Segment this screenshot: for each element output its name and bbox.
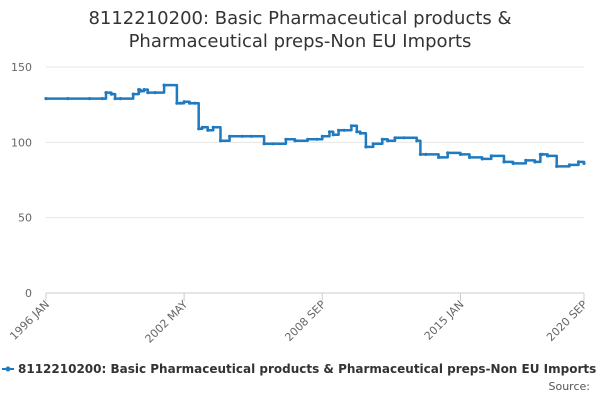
data-point[interactable] — [446, 151, 450, 155]
data-point[interactable] — [415, 139, 419, 143]
legend-series-label: 8112210200: Basic Pharmaceutical product… — [18, 362, 596, 376]
data-point[interactable] — [533, 160, 537, 164]
data-point[interactable] — [467, 155, 472, 159]
y-tick-label: 100 — [11, 136, 32, 149]
data-point[interactable] — [371, 142, 375, 146]
data-point[interactable] — [546, 154, 550, 158]
data-point[interactable] — [424, 152, 428, 156]
y-tick-label: 50 — [18, 212, 32, 225]
data-point[interactable] — [524, 158, 528, 162]
data-point[interactable] — [66, 97, 70, 101]
data-point[interactable] — [182, 100, 186, 104]
data-point[interactable] — [502, 160, 506, 164]
data-point[interactable] — [418, 152, 422, 156]
data-point[interactable] — [355, 130, 359, 134]
data-point[interactable] — [306, 137, 310, 141]
data-point[interactable] — [320, 134, 324, 138]
data-point[interactable] — [402, 136, 406, 140]
data-point[interactable] — [349, 124, 353, 128]
data-point[interactable] — [178, 101, 183, 105]
data-point[interactable] — [218, 139, 223, 143]
x-tick-label: 1996 JAN — [7, 298, 52, 343]
y-tick-label: 150 — [11, 61, 32, 74]
y-axis-ticks: 0 50 100 150 — [11, 61, 32, 300]
x-tick-label: 2020 SEP — [544, 298, 590, 344]
series-line — [46, 83, 586, 168]
data-point[interactable] — [511, 161, 515, 165]
x-tick-label: 2002 MAY — [143, 298, 191, 346]
data-point[interactable] — [240, 134, 244, 138]
data-point[interactable] — [146, 91, 150, 95]
data-point[interactable] — [138, 89, 143, 93]
data-point[interactable] — [458, 152, 462, 156]
data-point[interactable] — [153, 91, 157, 95]
y-tick-label: 0 — [25, 287, 32, 300]
data-point[interactable] — [142, 88, 146, 92]
series-layer — [44, 83, 586, 168]
data-point[interactable] — [380, 137, 384, 141]
x-tick-label: 2015 JAN — [422, 298, 467, 343]
data-point[interactable] — [131, 92, 135, 96]
x-tick-label: 2008 SEP — [282, 298, 328, 344]
data-point[interactable] — [327, 130, 332, 134]
data-point[interactable] — [342, 128, 346, 132]
chart-title-line-1: 8112210200: Basic Pharmaceutical product… — [88, 8, 511, 29]
data-point[interactable] — [113, 97, 117, 101]
data-point[interactable] — [175, 101, 179, 105]
data-point[interactable] — [206, 128, 210, 132]
data-point[interactable] — [211, 125, 215, 129]
data-point[interactable] — [271, 142, 275, 146]
data-point[interactable] — [364, 145, 368, 149]
data-point[interactable] — [331, 133, 335, 137]
data-point[interactable] — [44, 97, 48, 101]
source-label: Source: — [549, 380, 591, 393]
data-point[interactable] — [228, 134, 232, 138]
data-point[interactable] — [284, 137, 288, 141]
legend-swatch-marker — [5, 366, 11, 372]
data-point[interactable] — [162, 83, 166, 87]
data-point[interactable] — [104, 91, 108, 95]
data-point[interactable] — [262, 142, 266, 146]
data-point[interactable] — [249, 134, 253, 138]
data-point[interactable] — [109, 92, 113, 96]
legend[interactable]: 8112210200: Basic Pharmaceutical product… — [2, 362, 596, 376]
data-point[interactable] — [576, 160, 581, 164]
data-point[interactable] — [315, 137, 319, 141]
data-point[interactable] — [293, 139, 297, 143]
x-axis: 1996 JAN 2002 MAY 2008 SEP 2015 JAN 2020 SEP — [7, 293, 590, 346]
data-point[interactable] — [489, 154, 493, 158]
data-point[interactable] — [582, 161, 586, 165]
data-point[interactable] — [100, 97, 104, 101]
data-point[interactable] — [358, 131, 362, 135]
data-point[interactable] — [480, 157, 484, 161]
data-point[interactable] — [337, 128, 341, 132]
data-point[interactable] — [118, 97, 123, 101]
data-point[interactable] — [386, 139, 390, 143]
data-point[interactable] — [540, 152, 544, 156]
data-point[interactable] — [200, 125, 204, 129]
data-point[interactable] — [193, 101, 197, 105]
gridlines — [46, 66, 584, 294]
data-point[interactable] — [393, 136, 397, 140]
data-point[interactable] — [188, 101, 192, 105]
data-point[interactable] — [437, 155, 441, 159]
data-point[interactable] — [567, 163, 572, 167]
data-point[interactable] — [197, 127, 201, 131]
chart-title-line-2: Pharmaceutical preps-Non EU Imports — [129, 31, 472, 52]
data-point[interactable] — [88, 97, 92, 101]
data-point[interactable] — [555, 164, 559, 168]
